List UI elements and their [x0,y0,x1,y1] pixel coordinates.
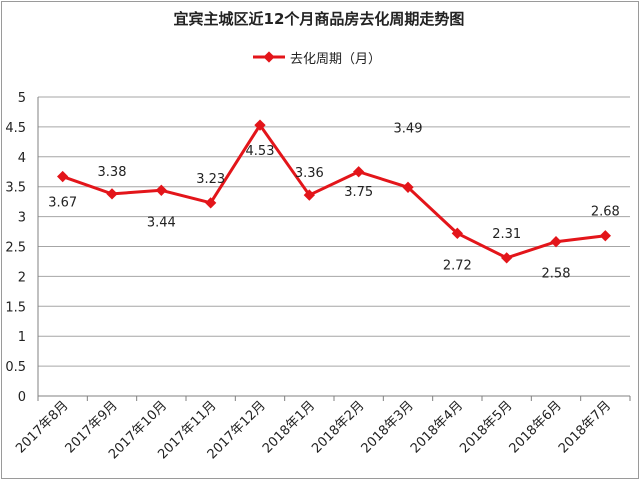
y-tick-label: 2.5 [5,241,26,256]
y-tick-label: 1 [18,330,26,345]
y-tick-label: 3.5 [5,181,26,196]
data-label: 3.44 [147,215,176,230]
y-tick-label: 0.5 [5,360,26,375]
y-tick-label: 2 [18,270,26,285]
series-line [62,123,606,260]
legend-label: 去化周期（月） [290,51,382,67]
data-label: 2.72 [443,258,472,273]
x-tick-label: 2018年4月 [408,398,466,456]
x-tick-label: 2018年3月 [359,398,417,456]
x-tick-label: 2017年8月 [13,398,71,456]
y-tick-label: 5 [18,91,26,106]
data-point [402,181,414,193]
data-point [451,227,463,240]
x-tick-label: 2018年2月 [309,398,367,456]
x-tick-label: 2018年6月 [507,398,565,456]
data-point [155,184,167,196]
data-label: 2.68 [591,205,620,220]
x-tick-label: 2018年7月 [556,398,614,456]
x-tick-label: 2018年1月 [260,398,318,456]
data-point [550,236,562,248]
data-label: 2.58 [542,267,571,282]
legend: 去化周期（月） [252,47,381,67]
data-label: 3.67 [48,196,77,211]
chart-title: 宜宾主城区近12个月商品房去化周期走势图 [173,10,465,28]
y-tick-label: 4 [18,151,26,166]
data-label: 3.23 [196,172,225,187]
y-tick-label: 0 [18,390,26,405]
x-tick-label: 2018年5月 [457,398,515,456]
data-label: 2.31 [492,227,521,242]
data-point [353,166,365,178]
y-tick-label: 1.5 [5,300,26,315]
data-point [501,252,513,264]
data-point [599,230,611,242]
legend-marker-icon [253,51,285,63]
data-label: 4.53 [246,144,275,159]
data-point [57,170,69,183]
data-point [106,188,118,200]
data-point [205,197,217,209]
y-tick-label: 4.5 [5,121,26,136]
data-point [303,189,315,201]
data-label: 3.75 [344,185,373,200]
data-label: 3.36 [295,166,324,181]
y-tick-label: 3 [18,211,26,226]
data-label: 3.49 [394,121,423,136]
data-label: 3.38 [98,165,127,180]
